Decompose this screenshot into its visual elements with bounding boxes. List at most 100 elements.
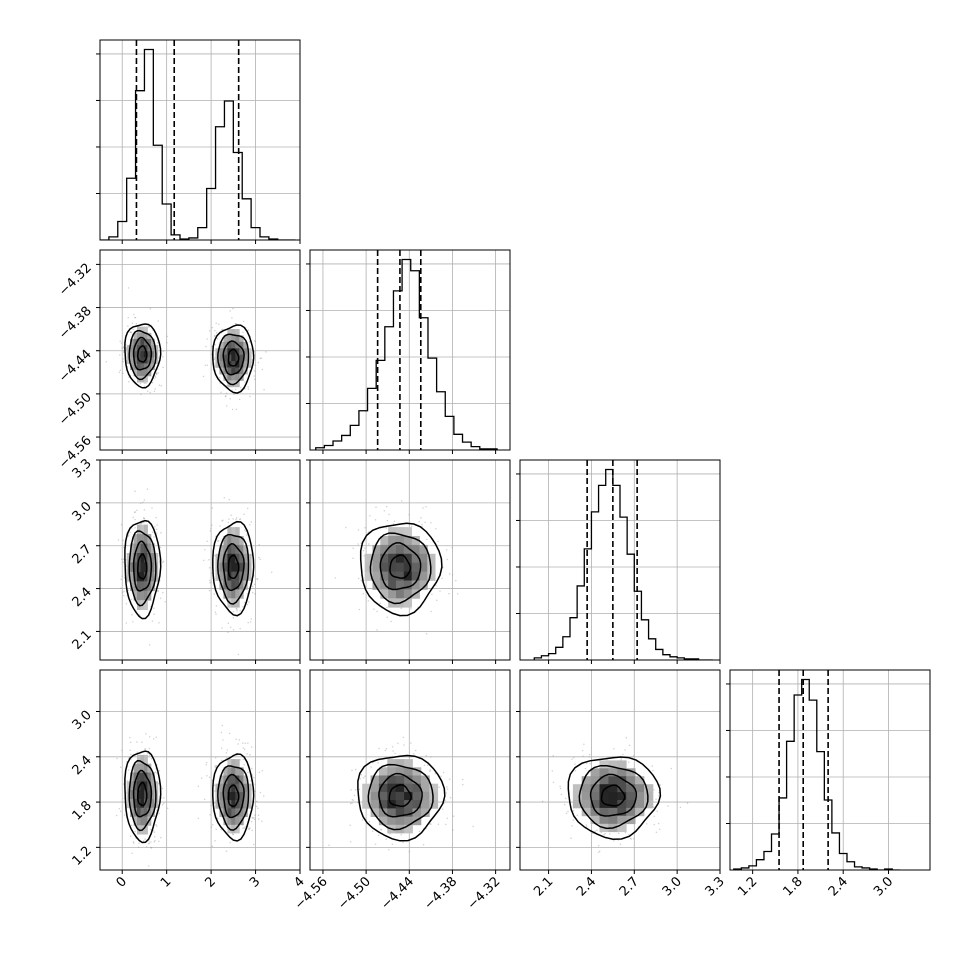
ytick-label-row3-0: 1.2 (70, 844, 95, 869)
ytick-label-row3-1: 1.8 (70, 798, 95, 823)
pair-1-3-contour-0-2 (367, 763, 434, 831)
hist-3-steps (733, 678, 900, 870)
hist-3-frame (729, 669, 931, 871)
pair-0-2-content (100, 460, 300, 660)
hist-0-frame (99, 39, 301, 241)
xtick-label-col0-1: 1 (158, 874, 174, 890)
pair-0-3-contour-0-1 (132, 769, 153, 818)
ytick-label-row2-0: 2.1 (70, 628, 95, 653)
pair-panel-0-3 (96, 669, 301, 874)
hist-panel-1 (306, 249, 511, 454)
pair-2-3-contour-0-3 (567, 756, 662, 840)
pair-1-2-contour-0-2 (369, 532, 432, 605)
pair-0-1-frame (99, 249, 301, 451)
pair-1-3-contour-0-0 (388, 784, 412, 808)
pair-0-2-contour-0-1 (132, 540, 153, 592)
pair-0-3-contour-1-2 (217, 765, 250, 831)
pair-0-2-blob-0-points (117, 488, 166, 646)
pair-panel-0-1 (96, 249, 301, 454)
pair-0-1-contour-1-3 (212, 324, 255, 394)
hist-1-frame (309, 249, 511, 451)
pair-panel-0-2 (96, 459, 301, 664)
pair-0-2-contour-1-0 (227, 554, 240, 580)
hist-panel-3 (726, 669, 931, 874)
pair-1-3-blob-0-points (328, 736, 474, 853)
ytick-label-row1-1: −4.50 (56, 390, 95, 429)
pair-0-2-contour-0-2 (128, 530, 157, 607)
pair-panel-1-3 (306, 669, 511, 874)
pair-0-1-contour-0-1 (132, 336, 153, 371)
hist-panel-2 (516, 459, 721, 664)
xtick-label-col3-2: 2.4 (826, 874, 851, 899)
xtick-label-col2-3: 3.0 (660, 874, 685, 899)
pair-0-3-contour-1-1 (222, 773, 245, 819)
pair-0-1-contour-1-0 (227, 348, 240, 367)
pair-0-3-contour-0-0 (137, 781, 148, 807)
pair-0-1-contour-1-2 (217, 333, 250, 386)
pair-0-1-contour-1-1 (222, 340, 245, 376)
pair-0-2-contour-1-3 (212, 520, 255, 617)
pair-1-2-contour-0-1 (379, 542, 422, 591)
xtick-label-col3-3: 3.0 (871, 874, 896, 899)
xtick-label-col0-2: 2 (202, 874, 218, 890)
xtick-label-col3-0: 1.2 (735, 874, 760, 899)
hist-2-frame (519, 459, 721, 661)
ytick-label-row2-2: 2.7 (70, 542, 95, 567)
pair-panel-1-2 (306, 459, 511, 664)
pair-1-3-contour-0-1 (378, 772, 423, 818)
pair-0-1-contour-0-0 (137, 345, 148, 363)
pair-2-3-contour-0-0 (600, 784, 626, 807)
pair-1-2-contour-0-3 (359, 522, 443, 617)
xtick-label-col3-1: 1.8 (781, 874, 806, 899)
pair-0-1-contour-0-2 (128, 330, 157, 381)
xtick-label-col0-3: 3 (247, 874, 263, 890)
pair-0-3-content (100, 670, 300, 870)
pair-2-3-frame (519, 669, 721, 871)
pair-1-2-blob-0-points (334, 500, 459, 635)
pair-2-3-contour-0-1 (589, 773, 638, 817)
pair-1-3-contour-0-3 (357, 754, 446, 842)
pair-0-1-content (100, 250, 300, 450)
pair-panel-2-3 (516, 669, 721, 874)
xtick-label-col1-1: −4.50 (335, 874, 374, 913)
hist-1-steps (315, 258, 498, 450)
hist-panel-0 (96, 39, 301, 244)
pair-1-2-content (310, 460, 510, 660)
pair-0-3-contour-0-3 (124, 750, 162, 844)
pair-0-2-contour-1-2 (217, 533, 250, 605)
xtick-label-col2-0: 2.1 (531, 874, 556, 899)
pair-1-2-frame (309, 459, 511, 661)
pair-1-3-content (310, 670, 510, 870)
pair-0-1-contour-0-3 (124, 323, 162, 389)
pair-2-3-content (520, 670, 720, 870)
pair-2-3-blob-0-points (541, 737, 689, 853)
xtick-label-col1-3: −4.38 (421, 874, 460, 913)
xtick-label-col2-1: 2.4 (574, 874, 599, 899)
pair-0-2-contour-0-0 (137, 553, 148, 580)
pair-0-2-contour-0-3 (124, 519, 162, 620)
hist-0-steps (100, 48, 296, 240)
pair-1-3-frame (309, 669, 511, 871)
xtick-label-col1-4: −4.32 (465, 874, 504, 913)
xtick-label-col2-2: 2.7 (617, 874, 642, 899)
ytick-label-row1-4: −4.32 (56, 261, 95, 300)
pair-0-3-contour-0-2 (128, 760, 157, 832)
hist-2-steps (533, 468, 713, 660)
ytick-label-row3-3: 3.0 (70, 708, 95, 733)
xtick-label-col2-4: 3.3 (703, 874, 728, 899)
pair-1-2-contour-0-0 (389, 554, 412, 579)
ytick-label-row1-3: −4.38 (56, 304, 95, 343)
ytick-label-row1-2: −4.44 (56, 347, 95, 386)
xtick-label-col0-0: 0 (114, 874, 130, 890)
ytick-label-row3-2: 2.4 (70, 753, 95, 778)
ytick-label-row2-1: 2.4 (70, 585, 95, 610)
pair-0-2-contour-1-1 (222, 543, 245, 592)
pair-0-3-frame (99, 669, 301, 871)
ytick-label-row2-3: 3.0 (70, 499, 95, 524)
pair-0-3-contour-1-3 (212, 753, 255, 842)
pair-2-3-contour-0-2 (578, 764, 649, 830)
xtick-label-col1-2: −4.44 (378, 874, 417, 913)
pair-0-3-contour-1-0 (227, 784, 240, 808)
pair-0-2-frame (99, 459, 301, 661)
